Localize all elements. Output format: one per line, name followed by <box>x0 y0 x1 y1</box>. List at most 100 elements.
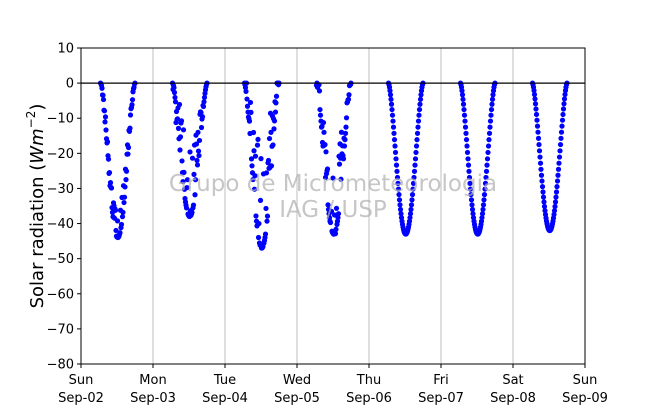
data-point <box>119 214 126 220</box>
data-point <box>171 85 177 91</box>
data-point <box>127 125 133 131</box>
x-tick-label-day: Sun <box>573 373 598 388</box>
data-point <box>251 186 258 192</box>
data-point <box>129 102 135 108</box>
data-point <box>560 106 567 112</box>
data-point <box>338 176 344 182</box>
data-point <box>180 179 186 185</box>
data-point <box>125 144 132 151</box>
data-point <box>532 101 539 107</box>
data-point <box>243 88 249 95</box>
data-point <box>556 154 563 160</box>
data-point <box>244 96 250 102</box>
data-point <box>248 156 255 162</box>
data-point <box>536 141 542 148</box>
data-point <box>398 211 404 217</box>
data-point <box>341 143 348 149</box>
data-point <box>184 185 190 191</box>
data-point <box>335 211 342 217</box>
data-point <box>470 211 476 217</box>
data-point <box>558 135 564 141</box>
x-axis: Sun Sep-02 Mon Sep-03 Tue Sep-04 Wed Sep-05 Thu S… <box>58 364 608 406</box>
data-point <box>394 168 400 174</box>
x-tick-label-day: Fri <box>433 373 449 388</box>
data-point <box>542 208 548 214</box>
data-point <box>112 207 119 213</box>
data-point <box>120 209 126 215</box>
data-point <box>535 129 541 135</box>
data-point <box>266 135 273 142</box>
data-point <box>490 92 496 98</box>
data-point <box>536 148 543 154</box>
data-point <box>539 184 546 190</box>
data-point <box>460 96 466 102</box>
data-point <box>192 192 198 198</box>
x-tick-label-date: Sep-09 <box>562 391 608 406</box>
data-point <box>331 212 338 218</box>
data-point <box>342 130 349 136</box>
data-point <box>540 194 547 200</box>
data-point <box>252 173 258 179</box>
data-point <box>250 129 257 136</box>
data-point <box>460 101 467 107</box>
data-point <box>540 189 546 195</box>
data-point <box>413 143 420 149</box>
data-point <box>412 156 419 162</box>
data-point <box>118 221 125 228</box>
y-axis-label: Solar radiation (Wm−2) <box>24 104 48 309</box>
data-point <box>330 175 336 181</box>
data-point <box>317 112 324 118</box>
data-point <box>559 117 566 123</box>
data-point <box>249 163 255 169</box>
data-point <box>104 139 111 145</box>
data-point <box>532 96 538 102</box>
data-point <box>316 88 323 94</box>
data-point <box>171 89 178 96</box>
vertical-gridlines <box>152 48 514 364</box>
data-point <box>254 142 261 148</box>
data-point <box>263 205 269 212</box>
data-point <box>123 177 129 183</box>
x-tick-label-date: Sep-04 <box>202 391 248 406</box>
data-point <box>199 114 206 120</box>
data-point <box>396 197 403 203</box>
data-point <box>102 114 109 120</box>
data-point <box>328 208 335 215</box>
data-point <box>555 172 561 178</box>
data-point <box>325 202 331 208</box>
data-points <box>97 80 570 251</box>
x-tick-label-date: Sep-03 <box>130 391 176 406</box>
data-point <box>489 101 495 107</box>
data-point <box>335 215 341 221</box>
data-point <box>552 203 558 210</box>
data-point <box>108 185 115 191</box>
data-point <box>333 205 340 211</box>
data-point <box>121 194 128 200</box>
data-point <box>268 129 274 135</box>
data-point <box>342 137 348 143</box>
x-tick-label-day: Wed <box>283 373 311 388</box>
data-point <box>488 112 494 118</box>
data-point <box>531 87 537 94</box>
data-point <box>537 154 543 160</box>
x-tick-label-date: Sep-02 <box>58 391 104 406</box>
data-point <box>194 157 200 163</box>
data-point <box>270 142 276 148</box>
data-point <box>125 151 131 157</box>
data-point <box>535 135 542 141</box>
data-point <box>317 106 323 113</box>
data-point <box>388 96 394 102</box>
data-point <box>468 197 475 203</box>
data-point <box>320 119 327 126</box>
data-point <box>196 137 203 144</box>
data-point <box>100 96 107 103</box>
data-point <box>187 149 193 155</box>
data-point <box>555 166 562 172</box>
data-point <box>393 162 400 168</box>
data-point <box>487 124 493 130</box>
data-point <box>489 96 496 102</box>
data-point <box>106 169 113 176</box>
data-point <box>537 160 544 166</box>
data-point <box>189 155 196 161</box>
y-tick-label: −40 <box>47 217 74 232</box>
